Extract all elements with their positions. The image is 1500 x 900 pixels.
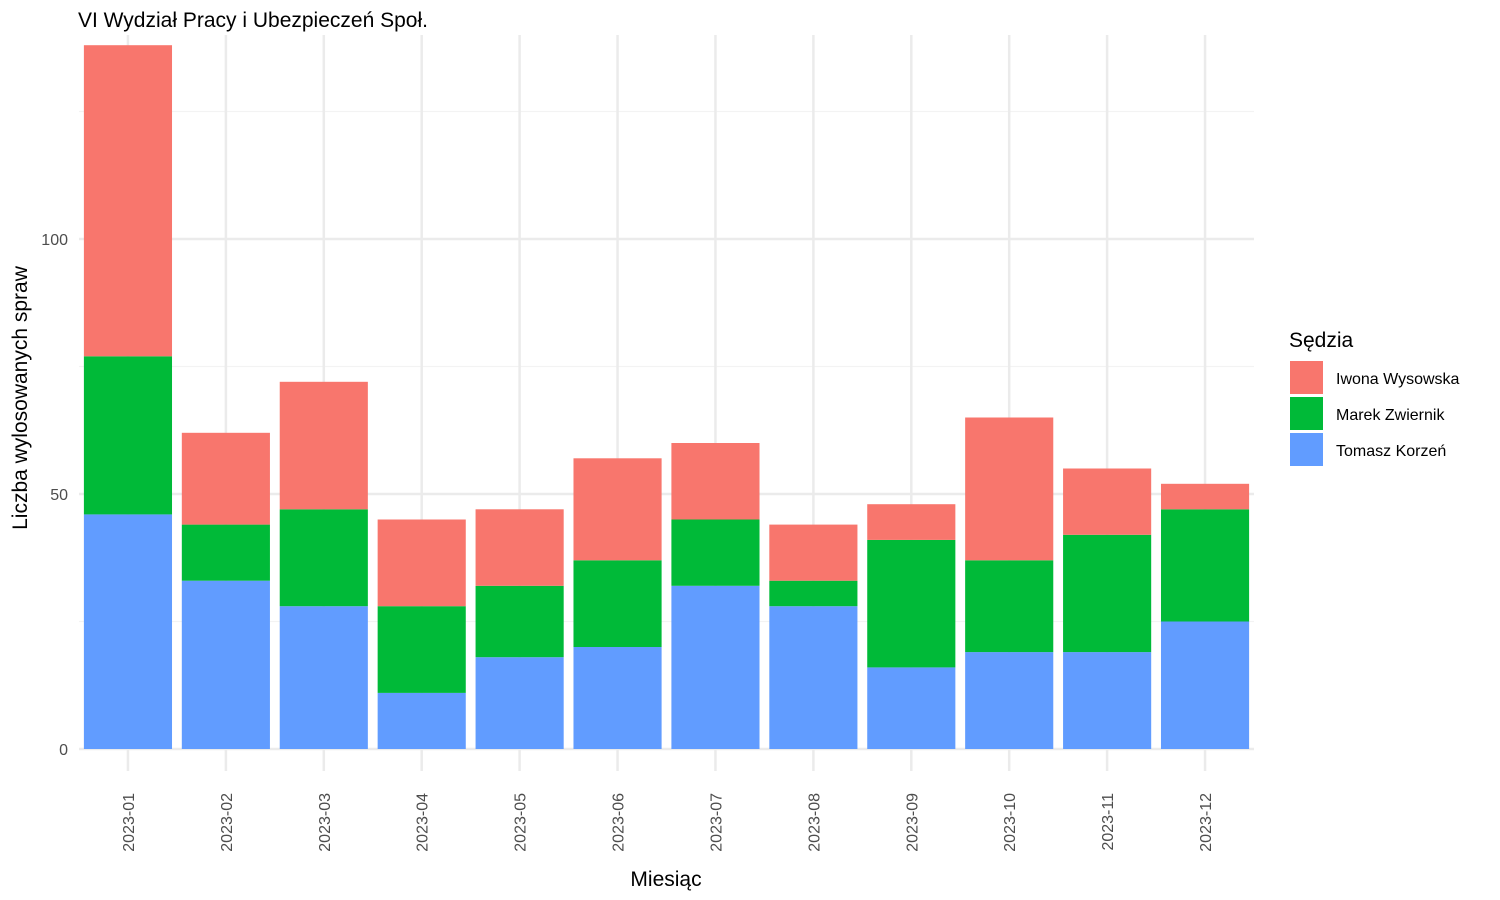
- bar-iwona-wysowska-2023-04: [377, 519, 466, 607]
- bar-marek-zwiernik-2023-04: [377, 606, 466, 693]
- x-tick-label: 2023-08: [806, 793, 823, 852]
- bar-iwona-wysowska-2023-11: [1063, 468, 1152, 535]
- bar-tomasz-korzen-2023-09: [867, 667, 956, 749]
- bar-tomasz-korzen-2023-11: [1063, 652, 1152, 749]
- bar-marek-zwiernik-2023-12: [1160, 509, 1250, 622]
- x-tick-label: 2023-12: [1198, 793, 1215, 852]
- bar-tomasz-korzen-2023-12: [1160, 621, 1250, 749]
- bar-iwona-wysowska-2023-07: [671, 443, 760, 520]
- legend: Sędzia Iwona Wysowska Marek Zwiernik Tomas…: [1289, 329, 1460, 466]
- bar-iwona-wysowska-2023-12: [1160, 483, 1250, 510]
- x-tick-label: 2023-11: [1100, 793, 1117, 851]
- bar-marek-zwiernik-2023-02: [181, 524, 270, 581]
- y-tick-label: 100: [41, 232, 68, 249]
- y-tick-labels: 0 50 100: [41, 232, 68, 759]
- bar-marek-zwiernik-2023-07: [671, 519, 760, 586]
- x-tick-labels: 2023-01 2023-02 2023-03 2023-04 2023-05 2023-…: [121, 793, 1215, 852]
- bar-marek-zwiernik-2023-06: [573, 560, 662, 647]
- x-tick-label: 2023-04: [415, 793, 432, 852]
- bar-iwona-wysowska-2023-06: [573, 458, 662, 561]
- x-tick-label: 2023-03: [317, 793, 334, 852]
- bar-tomasz-korzen-2023-05: [475, 657, 564, 749]
- bar-marek-zwiernik-2023-08: [769, 580, 858, 607]
- legend-key-tomasz-korzen: [1290, 433, 1323, 466]
- x-tick-label: 2023-10: [1002, 793, 1019, 852]
- y-tick-label: 50: [50, 487, 68, 504]
- bar-tomasz-korzen-2023-02: [181, 580, 270, 749]
- bar-marek-zwiernik-2023-11: [1063, 534, 1152, 653]
- bar-iwona-wysowska-2023-10: [965, 417, 1054, 561]
- x-tick-label: 2023-02: [219, 793, 236, 852]
- x-tick-label: 2023-09: [904, 793, 921, 852]
- bar-tomasz-korzen-2023-03: [279, 606, 368, 749]
- bar-tomasz-korzen-2023-04: [377, 692, 466, 749]
- bar-tomasz-korzen-2023-08: [769, 606, 858, 749]
- y-tick-label: 0: [59, 742, 68, 759]
- legend-label-tomasz-korzen: Tomasz Korzeń: [1336, 443, 1446, 460]
- bar-marek-zwiernik-2023-03: [279, 509, 368, 607]
- bar-iwona-wysowska-2023-09: [867, 504, 956, 540]
- bar-tomasz-korzen-2023-06: [573, 647, 662, 749]
- bar-tomasz-korzen-2023-10: [965, 652, 1054, 749]
- bar-marek-zwiernik-2023-10: [965, 560, 1054, 653]
- bar-tomasz-korzen-2023-01: [83, 514, 173, 749]
- bar-marek-zwiernik-2023-05: [475, 585, 564, 658]
- bar-iwona-wysowska-2023-08: [769, 524, 858, 581]
- bars-layer: [83, 45, 1250, 749]
- x-tick-label: 2023-07: [708, 793, 725, 852]
- legend-items: Iwona Wysowska Marek Zwiernik Tomasz Korze…: [1290, 361, 1460, 466]
- legend-title: Sędzia: [1289, 329, 1354, 352]
- bar-marek-zwiernik-2023-09: [867, 539, 956, 668]
- bar-iwona-wysowska-2023-05: [475, 509, 564, 586]
- x-tick-label: 2023-01: [121, 793, 138, 852]
- y-axis-title: Liczba wylosowanych spraw: [9, 265, 32, 530]
- legend-key-marek-zwiernik: [1290, 397, 1323, 430]
- chart-title: VI Wydział Pracy i Ubezpieczeń Społ.: [78, 9, 428, 32]
- legend-label-iwona-wysowska: Iwona Wysowska: [1336, 371, 1460, 388]
- bar-tomasz-korzen-2023-07: [671, 585, 760, 749]
- bar-marek-zwiernik-2023-01: [83, 356, 173, 515]
- x-tick-label: 2023-06: [611, 793, 628, 852]
- bar-iwona-wysowska-2023-02: [181, 432, 270, 525]
- bar-iwona-wysowska-2023-03: [279, 381, 368, 510]
- legend-label-marek-zwiernik: Marek Zwiernik: [1336, 407, 1445, 424]
- bar-iwona-wysowska-2023-01: [83, 45, 173, 357]
- x-tick-label: 2023-05: [513, 793, 530, 852]
- x-axis-title: Miesiąc: [630, 868, 701, 891]
- legend-key-iwona-wysowska: [1290, 361, 1323, 394]
